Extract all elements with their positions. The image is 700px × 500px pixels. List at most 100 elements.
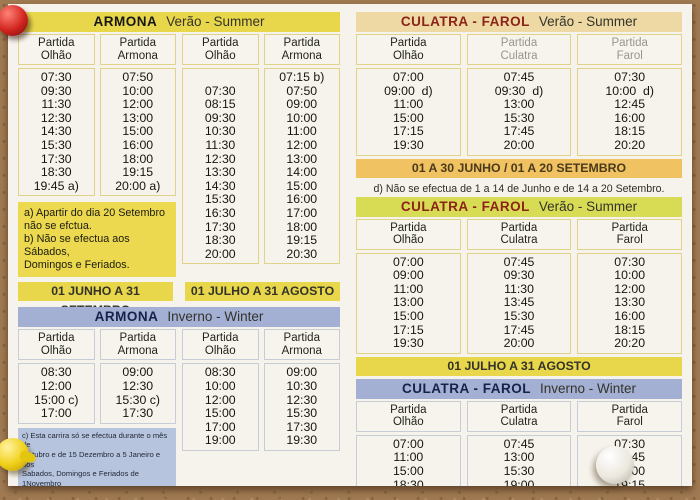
col-header-armona: Partida Armona bbox=[99, 34, 176, 65]
time-cell: 18:15 bbox=[614, 322, 646, 337]
culatra-summer2-season: Verão - Summer bbox=[538, 198, 638, 214]
time-cell: 07:00 bbox=[392, 436, 424, 451]
time-cell: 17:30 bbox=[122, 406, 154, 421]
time-cell: 18:30 bbox=[40, 165, 72, 180]
time-cell: 12:00 bbox=[40, 378, 72, 393]
time-cell: 17:30 bbox=[40, 151, 72, 166]
col-header-olhao: Partida Olhão bbox=[182, 34, 259, 65]
time-cell: 09:30 bbox=[204, 110, 236, 125]
time-cell: 15:00 bbox=[122, 124, 154, 139]
time-column: 07:30 10:00 12:00 13:30 16:00 18:15 20:20 bbox=[577, 252, 683, 354]
time-column: 07:30 10:00 d) 12:45 16:00 18:15 20:20 bbox=[577, 68, 683, 156]
time-cell: 09:30 bbox=[40, 83, 72, 98]
time-cell: 10:30 bbox=[204, 124, 236, 139]
time-cell: 12:00 bbox=[122, 97, 154, 112]
armona-summer-footers: 01 JUNHO A 31 SETEMBRO 01 JULHO A 31 AGO… bbox=[18, 282, 340, 317]
armona-summer-header: ARMONA Verão - Summer bbox=[18, 12, 340, 32]
time-cell: 15:30 bbox=[40, 137, 72, 152]
time-cell: 07:30 bbox=[40, 70, 72, 84]
time-column: 09:00 12:30 15:30 c) 17:30 bbox=[99, 363, 176, 424]
armona-winter-table: Partida Olhão Partida Armona 08:30 12:00 15:… bbox=[18, 329, 340, 486]
culatra-summer1-table: Partida Olhão 07:00 09:00 d) 11:00 15:00 17:1… bbox=[356, 34, 683, 156]
culatra-note-d: d) Não se efectua de 1 a 14 de Junho e d… bbox=[373, 182, 665, 195]
culatra-summer2-title: CULATRA - FAROL bbox=[400, 198, 530, 214]
col-header-armona: Partida Armona bbox=[99, 329, 176, 361]
time-cell: 19:30 bbox=[392, 336, 424, 351]
time-cell: 07:45 bbox=[503, 254, 535, 269]
time-cell: 20:20 bbox=[614, 336, 646, 351]
time-cell: 17:15 bbox=[392, 124, 424, 139]
period-bar-julho-agosto-culatra: 01 JULHO A 31 AGOSTO bbox=[356, 356, 682, 376]
time-cell: 20:00 bbox=[204, 246, 236, 261]
time-column: 07:45 13:00 15:30 19:00 bbox=[466, 434, 572, 486]
time-cell: 15:00 bbox=[392, 110, 424, 125]
armona-summer-note: a) Apartir do dia 20 Setembro não se efc… bbox=[18, 202, 176, 278]
time-cell: 13:00 bbox=[503, 450, 535, 465]
time-cell: 13:00 bbox=[286, 151, 318, 166]
time-cell: 18:30 bbox=[392, 477, 424, 486]
time-cell: 17:30 bbox=[286, 419, 318, 434]
armona-summer-right-pair: Partida Olhão Partida Armona 07:30 08:15 09:… bbox=[182, 34, 340, 277]
culatra-summer2-header: CULATRA - FAROL Verão - Summer bbox=[356, 196, 682, 217]
time-cell: 16:30 bbox=[204, 205, 236, 220]
col-header-olhao: Partida Olhão bbox=[18, 34, 95, 65]
time-cell: 20:30 bbox=[286, 246, 318, 261]
red-pushpin-icon bbox=[0, 5, 28, 36]
col-header-armona: Partida Armona bbox=[263, 34, 340, 65]
col-header-olhao: Partida Olhão bbox=[18, 329, 95, 361]
time-cell bbox=[183, 71, 258, 85]
time-column: 07:15 b) 07:50 09:00 10:00 11:00 12:00 13:00 14… bbox=[263, 68, 340, 265]
time-cell: 07:50 bbox=[122, 70, 154, 84]
culatra-winter-season: Inverno - Winter bbox=[539, 380, 636, 396]
time-cell: 15:30 c) bbox=[115, 392, 160, 407]
time-cell: 07:30 bbox=[614, 70, 646, 84]
armona-summer-table: Partida Olhão Partida Armona 07:30 09:30 11:… bbox=[18, 34, 340, 278]
time-cell: 20:00 a) bbox=[115, 178, 161, 193]
period-bar-julho-agosto: 01 JULHO A 31 AGOSTO bbox=[185, 282, 340, 302]
time-cell: 07:30 bbox=[204, 83, 236, 98]
time-cell: 16:00 bbox=[614, 308, 646, 323]
time-cell: 15:30 bbox=[503, 110, 535, 125]
col-header-farol: Partida Farol bbox=[577, 34, 683, 65]
time-column: 07:30 09:30 11:30 12:30 14:30 15:30 17:30 18:30… bbox=[18, 68, 95, 197]
time-column: 07:00 11:00 15:00 18:30 bbox=[356, 434, 461, 486]
col-header-olhao: Partida Olhão bbox=[356, 34, 461, 65]
time-cell: 17:45 bbox=[503, 322, 535, 337]
time-cell: 15:00 bbox=[392, 463, 424, 478]
time-cell: 13:30 bbox=[614, 295, 646, 310]
armona-summer-title: ARMONA bbox=[93, 14, 158, 29]
time-cell: 12:00 bbox=[614, 281, 646, 296]
white-pushpin-icon bbox=[596, 446, 634, 484]
time-cell: 09:00 bbox=[122, 365, 154, 380]
timetable-sheet: ARMONA Verão - Summer Partida Olhão Partid… bbox=[8, 4, 692, 486]
culatra-farol-column: CULATRA - FAROL Verão - Summer Partida Olh… bbox=[356, 12, 683, 486]
time-cell: 18:30 bbox=[204, 233, 236, 248]
time-cell: 18:15 bbox=[614, 124, 646, 139]
armona-column: ARMONA Verão - Summer Partida Olhão Partid… bbox=[18, 12, 340, 486]
armona-winter-season: Inverno - Winter bbox=[167, 309, 264, 325]
time-cell: 12:00 bbox=[204, 392, 236, 407]
time-cell: 11:00 bbox=[393, 450, 424, 465]
time-column: 07:00 09:00 d) 11:00 15:00 17:15 19:30 bbox=[356, 68, 461, 156]
time-cell: 10:00 bbox=[614, 268, 646, 283]
time-column: 07:00 09:00 11:00 13:00 15:00 17:15 19:30 bbox=[356, 252, 461, 354]
time-cell: 11:00 bbox=[286, 124, 317, 139]
time-cell: 15:00 bbox=[286, 178, 318, 193]
time-cell: 19:15 bbox=[122, 165, 154, 180]
time-cell: 15:00 bbox=[204, 406, 236, 421]
time-cell: 14:00 bbox=[286, 165, 318, 180]
yellow-pushpin-icon bbox=[0, 438, 29, 471]
col-header-culatra: Partida Culatra bbox=[466, 400, 572, 432]
time-cell: 17:30 bbox=[204, 219, 236, 234]
time-cell: 13:00 bbox=[122, 110, 154, 125]
time-cell: 12:45 bbox=[614, 97, 646, 112]
time-column: 07:45 09:30 11:30 13:45 15:30 17:45 20:00 bbox=[466, 252, 572, 354]
time-cell: 13:00 bbox=[392, 295, 424, 310]
time-cell: 07:30 bbox=[614, 436, 646, 451]
col-header-farol: Partida Farol bbox=[577, 218, 683, 250]
time-column: 09:00 10:30 12:30 15:30 17:30 19:30 bbox=[263, 363, 340, 451]
time-cell: 15:30 bbox=[286, 406, 318, 421]
time-cell: 20:00 bbox=[503, 137, 535, 152]
culatra-summer1-season: Verão - Summer bbox=[538, 14, 638, 29]
time-cell: 09:00 bbox=[286, 365, 318, 380]
